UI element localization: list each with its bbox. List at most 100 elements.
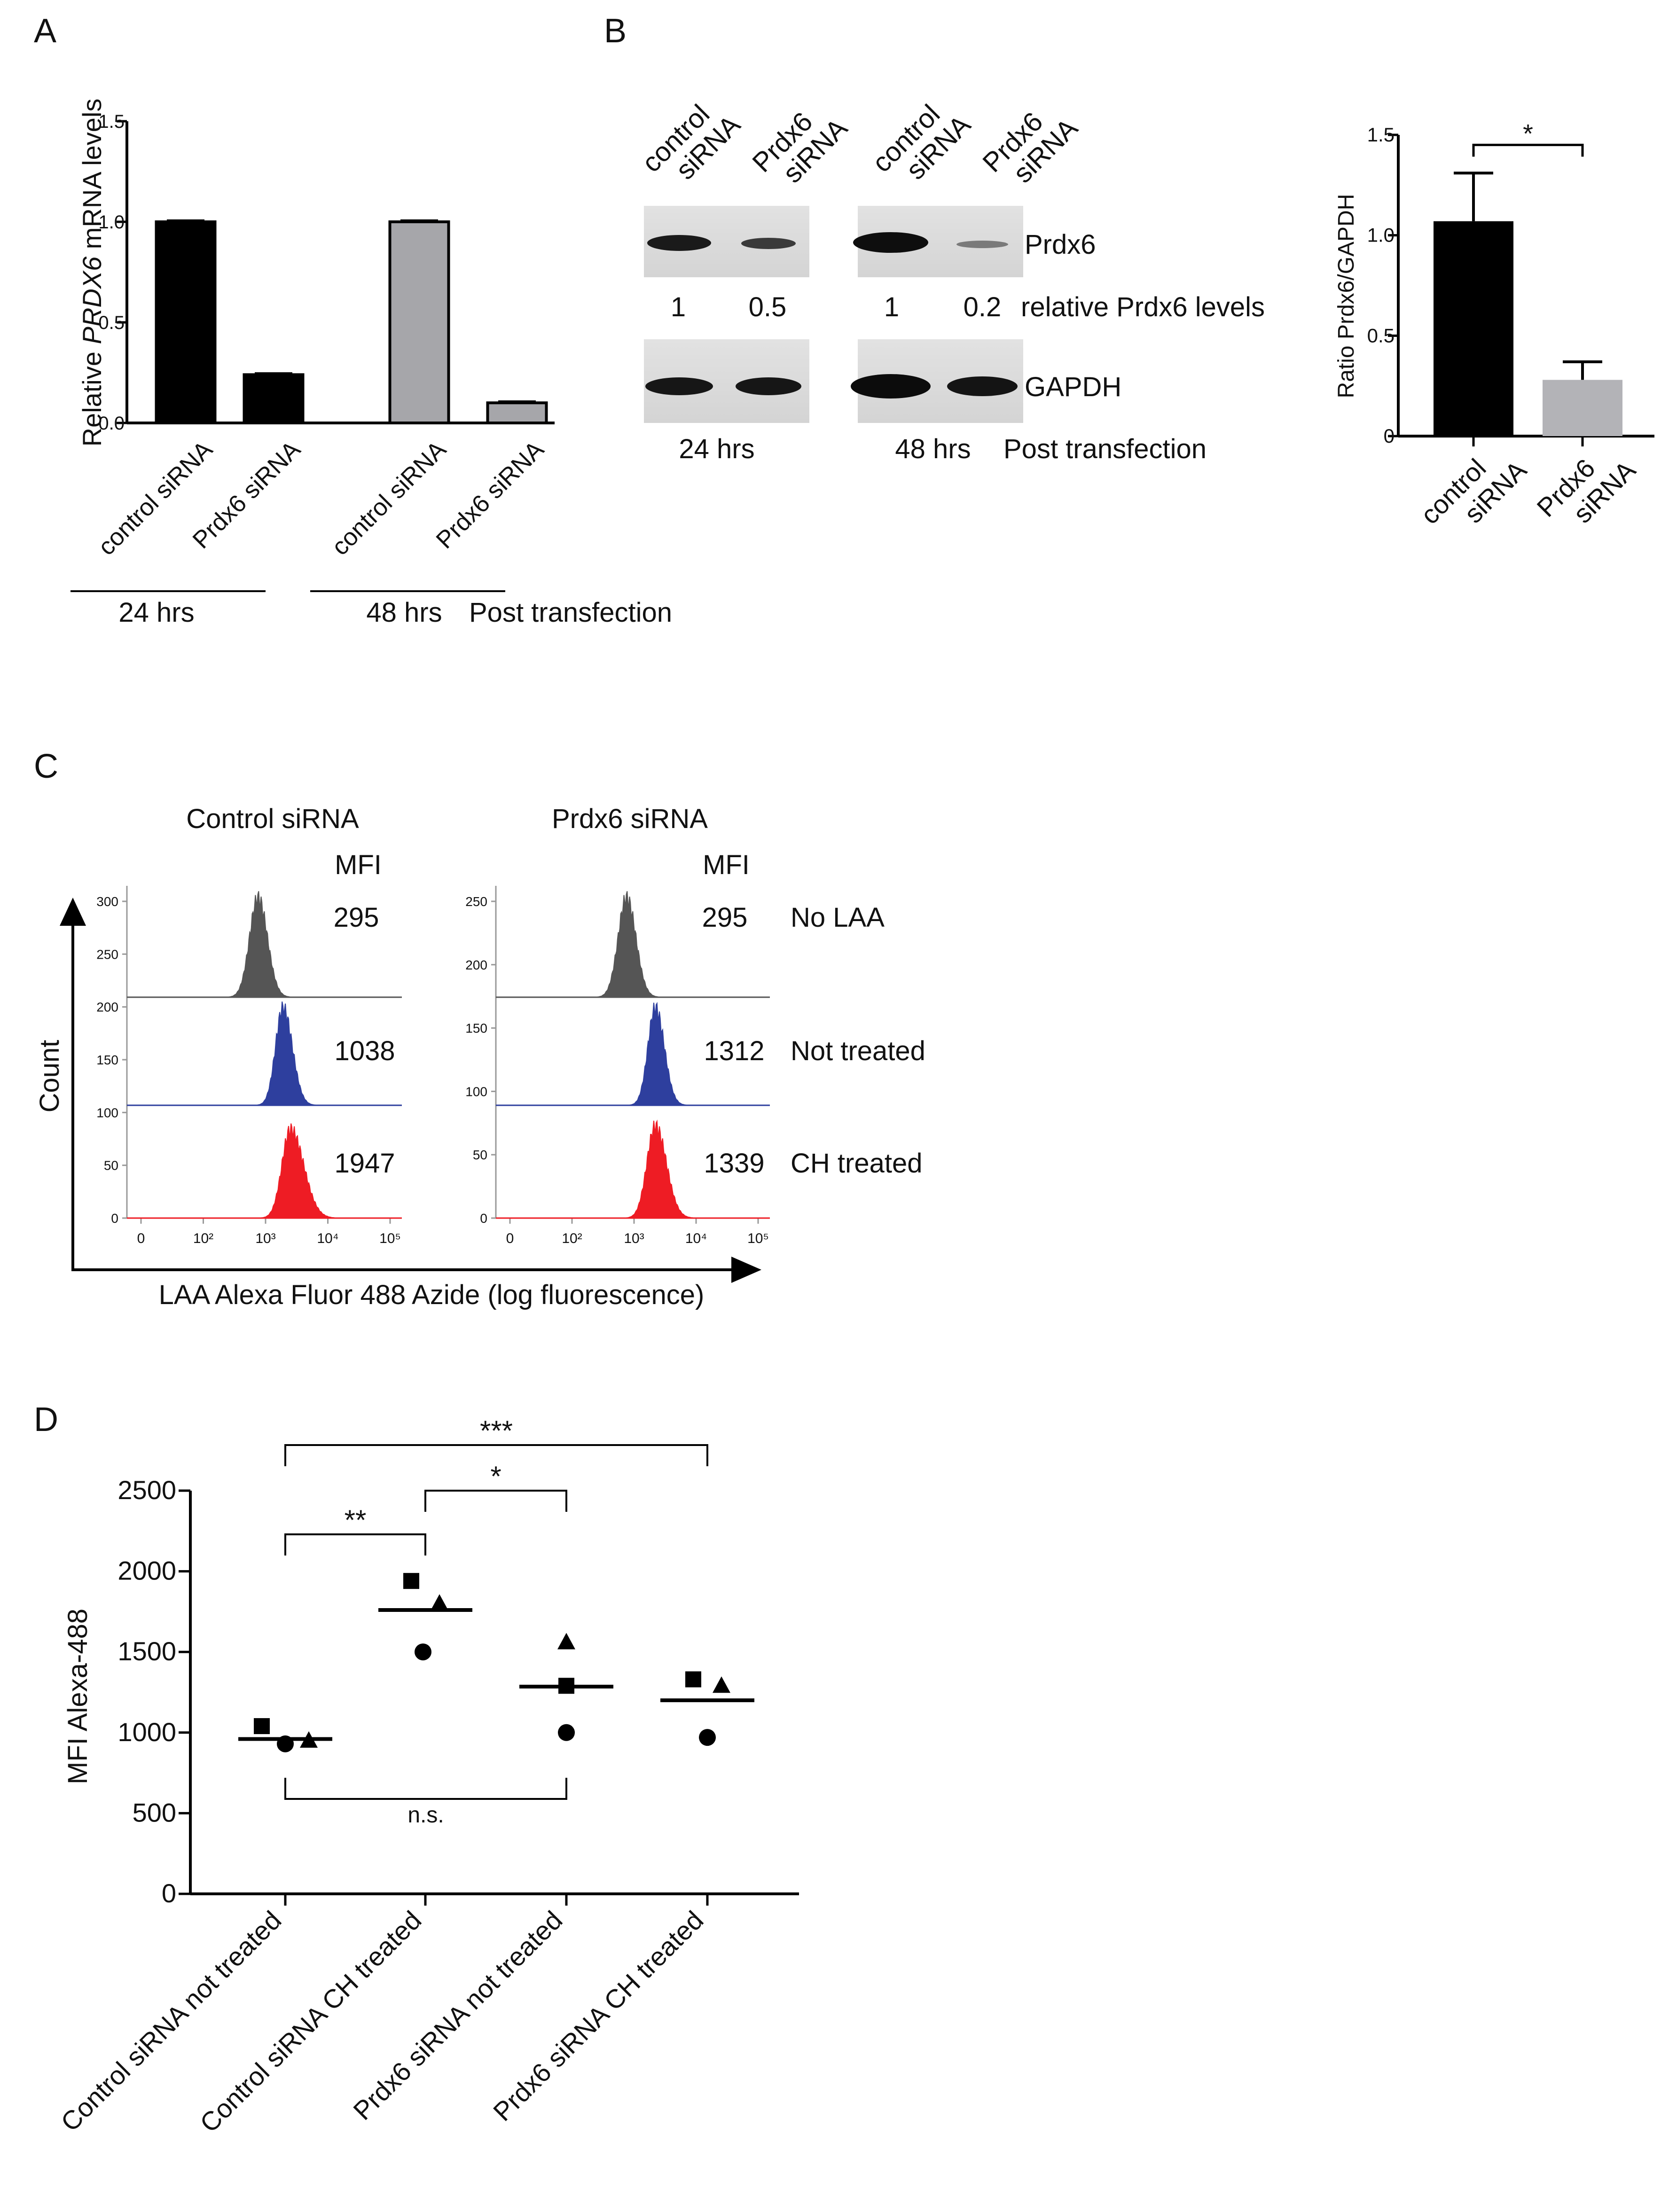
panel-a-y-tick-label: 1.5 [98,111,125,132]
histogram-x-tick-label: 10² [562,1231,582,1246]
count-axis-label: Count [34,1040,65,1113]
histogram-x-tick-label: 10² [193,1231,213,1246]
panel-b-significance-label: * [1523,118,1533,148]
panel-a-group-48hrs: 48 hrs [366,597,442,628]
panel-d-point-circle [277,1735,294,1752]
band-gapdh-control-48 [851,374,931,399]
panel-a-group-24hrs: 24 hrs [118,597,194,628]
histogram-x-tick-label: 10⁵ [747,1231,769,1246]
row-label-no-laa: No LAA [791,902,885,933]
relative-level-4: 0.2 [964,292,1002,322]
panel-d-significance-label: n.s. [407,1803,444,1828]
panel-d-y-tick-label: 2000 [118,1556,176,1586]
panel-b-bar-1 [1434,221,1513,436]
panel-d-point-triangle [557,1633,575,1649]
band-prdx6-knockdown-24 [741,238,796,249]
panel-d-y-tick-label: 1000 [118,1717,176,1747]
band-prdx6-control-24 [647,235,711,251]
relative-level-3: 1 [884,292,899,322]
histogram-title-control: Control siRNA [186,804,359,834]
histogram-y-tick-label: 200 [465,958,487,972]
panel-d-significance-bracket [424,1490,567,1512]
panel-b-y-tick-label: 1.5 [1367,124,1395,146]
histogram-control-no-laa [216,891,345,998]
panel-b-category-label-1: controlsiRNA [1415,433,1532,551]
histogram-y-tick-label: 200 [96,1000,118,1015]
panel-b-bar-2 [1543,380,1622,436]
blot-post-transfection: Post transfection [1003,434,1207,464]
panel-d-y-tick-label: 1500 [118,1636,176,1666]
panel-d-point-square [558,1678,574,1694]
panel-d-point-triangle [431,1594,448,1611]
histogram-prdx6-not-treated [584,1002,713,1106]
histogram-x-tick-label: 0 [506,1231,514,1246]
histogram-y-tick-label: 150 [465,1021,487,1036]
panel-d-significance-bracket [284,1444,708,1466]
panel-d-scatter-chart: MFI Alexa-488 0 500 1000 1500 2000 2500 Contro… [55,1415,799,2138]
relative-level-2: 0.5 [749,292,787,322]
histogram-title-prdx6: Prdx6 siRNA [552,804,708,834]
lane-label-prdx6-24: Prdx6 siRNA [746,106,853,189]
panel-a-bar-4 [486,401,548,425]
count-arrowhead [60,898,86,926]
panel-a-y-axis-label: Relative PRDX6 mRNA levels [77,99,107,447]
panel-d-significance-bracket [284,1533,426,1555]
panel-b-ratio-chart: Ratio Prdx6/GAPDH 0 0.5 1.0 1.5 controlsiRNA… [1334,118,1654,551]
blot-time-24hrs: 24 hrs [679,434,754,464]
panel-a-y-tick-label: 0.0 [98,413,125,434]
histogram-x-tick-label: 10³ [624,1231,644,1246]
mfi-prdx6-not-treated: 1312 [704,1036,764,1066]
row-label-ch-treated: CH treated [791,1148,922,1179]
fluorescence-axis-label: LAA Alexa Fluor 488 Azide (log fluoresce… [159,1280,705,1310]
panel-d-y-tick-label: 2500 [118,1475,176,1505]
histogram-y-tick-label: 150 [96,1053,118,1067]
band-gapdh-knockdown-48 [947,376,1018,396]
histogram-prdx6-no-laa [584,891,713,998]
panel-a-y-tick-label: 1.0 [98,212,125,233]
histogram-prdx6-ch-treated [584,1119,713,1219]
panel-a-chart: Relative PRDX6 mRNA levels 24 hrs 48 hrs… [71,99,672,628]
panel-c-flow-cytometry: Control siRNA Prdx6 siRNA MFI MFI 295 10… [34,804,925,1310]
panel-b-y-tick-label: 1.0 [1367,224,1395,246]
histogram-y-tick-label: 250 [96,947,118,961]
histogram-y-tick-label: 300 [96,894,118,909]
panel-d-significance-label: *** [480,1415,513,1446]
panel-a-y-tick-label: 0.5 [98,313,125,333]
panel-b-category-label-2: Prdx6siRNA [1531,433,1641,544]
panel-d-significance-bracket [284,1778,567,1800]
mfi-prdx6-no-laa: 295 [702,902,748,933]
histogram-y-tick-label: 100 [465,1084,487,1099]
fluorescence-arrowhead [731,1257,761,1283]
panel-d-point-circle [415,1643,431,1661]
band-gapdh-knockdown-24 [736,377,801,395]
histogram-control-ch-treated [216,1123,345,1219]
histogram-x-tick-label: 10⁴ [317,1231,338,1246]
mfi-prdx6-ch-treated: 1339 [704,1148,764,1179]
histogram-x-tick-label: 10⁴ [685,1231,707,1246]
histogram-y-tick-label: 250 [465,894,487,909]
histogram-y-tick-label: 50 [473,1148,487,1162]
panel-d-category-label-1: Control siRNA not treated [55,1905,287,2137]
panel-b-y-tick-label: 0.5 [1367,324,1395,346]
panel-d-point-square [403,1573,419,1589]
mfi-header-control: MFI [335,850,382,880]
panel-d-point-triangle [300,1731,318,1748]
panel-a-bar-2 [243,373,305,425]
panel-d-y-tick-label: 0 [162,1878,176,1908]
panel-label-a: A [34,12,56,50]
mfi-control-no-laa: 295 [334,902,379,933]
histogram-y-tick-label: 100 [96,1105,118,1120]
blot-time-48hrs: 48 hrs [895,434,971,464]
panel-a-bar-1 [155,220,217,424]
panel-d-significance-label: ** [345,1504,367,1536]
panel-label-d: D [34,1401,58,1438]
panel-d-point-circle [699,1729,716,1746]
panel-b-western-blot: control siRNA Prdx6 siRNA control siRNA … [636,99,1265,464]
relative-level-1: 1 [671,292,686,322]
band-gapdh-control-24 [645,377,713,395]
panel-d-point-circle [558,1724,575,1741]
panel-a-bar-3 [388,220,450,424]
panel-a-category-label-3: control siRNA [327,436,452,561]
panel-d-category-label-2: Control siRNA CH treated [194,1905,427,2138]
